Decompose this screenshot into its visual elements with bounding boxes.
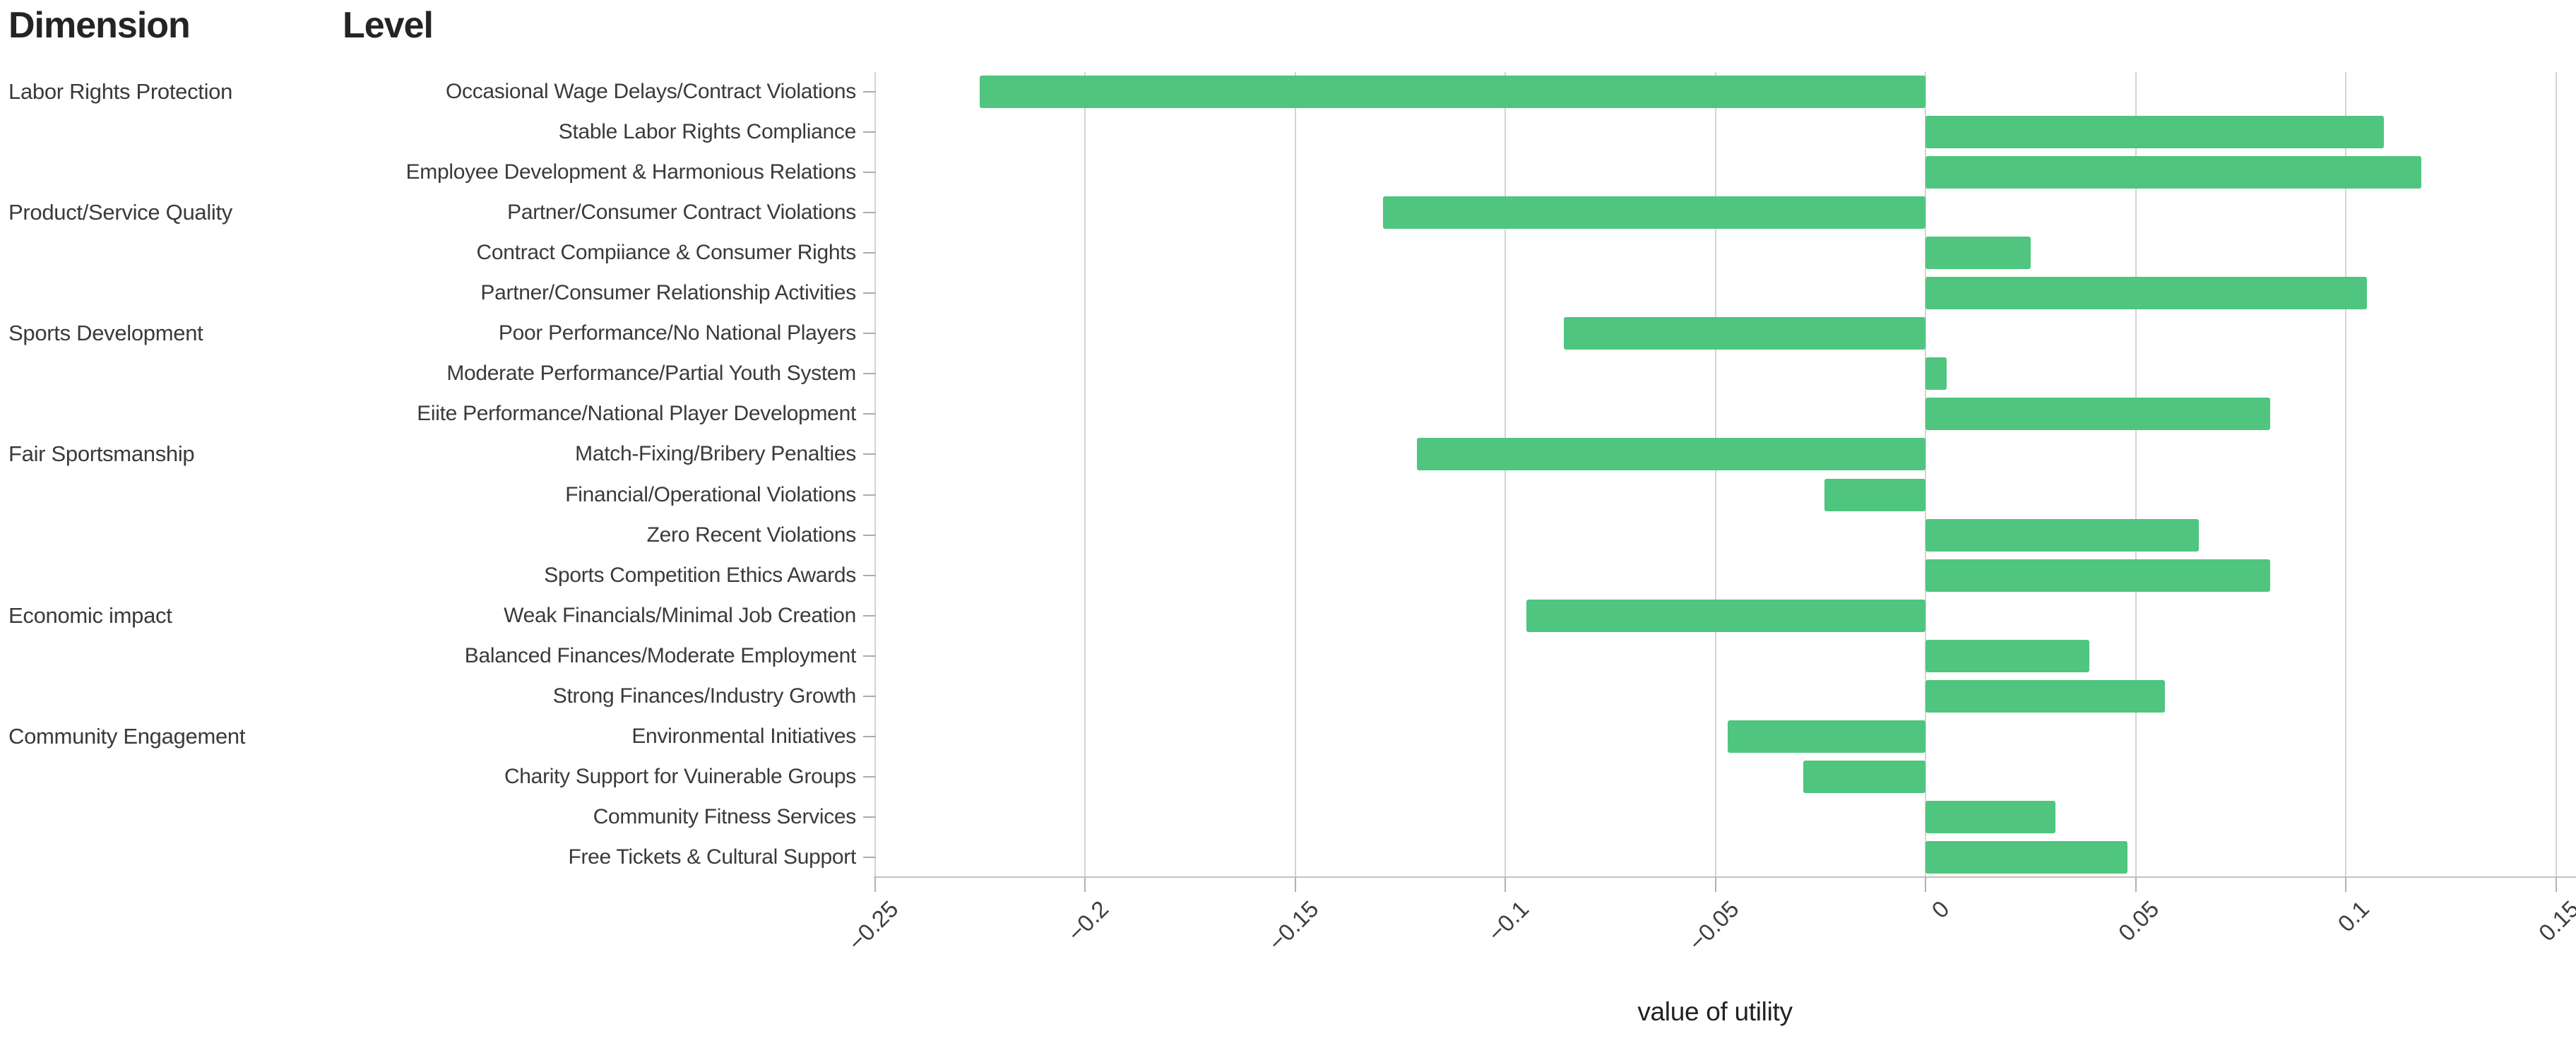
x-tick-label: −0.05: [1683, 895, 1744, 956]
level-label: Environmental Initiatives: [631, 724, 856, 748]
utility-bar: [1925, 156, 2422, 189]
level-label: Occasional Wage Delays/Contract Violatio…: [445, 80, 856, 103]
level-label: Poor Performance/No National Players: [498, 321, 856, 345]
x-tick-label: 0.05: [2113, 895, 2164, 946]
level-label: Contract Compiiance & Consumer Rights: [476, 241, 857, 265]
y-axis-tick: [863, 91, 876, 93]
utility-bar: [1824, 478, 1925, 511]
y-axis-tick: [863, 413, 876, 415]
dimension-label: Product/Service Quality: [8, 200, 233, 225]
x-axis-tick: [1084, 877, 1086, 892]
gridline: [1714, 72, 1716, 877]
y-axis-tick: [863, 292, 876, 294]
x-axis-title: value of utility: [1637, 997, 1793, 1026]
x-tick-label: −0.2: [1062, 895, 1114, 947]
x-axis-line: [873, 876, 2576, 878]
x-axis-tick: [1504, 877, 1506, 892]
dimension-label: Fair Sportsmanship: [8, 441, 195, 467]
gridline: [1294, 72, 1296, 877]
x-axis-tick: [1714, 877, 1716, 892]
utility-bar: [1925, 639, 2090, 672]
level-label: Charity Support for Vuinerable Groups: [504, 764, 856, 788]
x-tick-label: 0.1: [2332, 895, 2375, 937]
y-axis-tick: [863, 172, 876, 174]
level-label: Partner/Consumer Contract Violations: [507, 201, 856, 225]
level-label: Moderate Performance/Partial Youth Syste…: [446, 362, 856, 386]
dimension-label: Labor Rights Protection: [8, 79, 233, 104]
dimension-label: Sports Development: [8, 321, 203, 346]
utility-bar: [1925, 559, 2270, 592]
gridline: [1504, 72, 1506, 877]
utility-bar: [1526, 599, 1925, 632]
level-label: Community Fitness Services: [593, 804, 857, 828]
gridline: [1925, 72, 1926, 877]
column-header-level: Level: [343, 5, 434, 46]
y-axis-tick: [863, 856, 876, 858]
y-axis-tick: [863, 212, 876, 214]
y-axis-tick: [863, 574, 876, 576]
y-axis-tick: [863, 534, 876, 536]
y-axis-tick: [863, 775, 876, 778]
y-axis-tick: [863, 373, 876, 375]
x-tick-label: −0.25: [843, 895, 903, 956]
utility-bar: [1925, 800, 2056, 833]
y-axis-tick: [863, 333, 876, 335]
utility-bar: [1383, 196, 1925, 230]
level-label: Stable Labor Rights Compliance: [558, 120, 857, 144]
utility-bar: [1417, 438, 1925, 471]
x-axis-tick: [1925, 877, 1926, 892]
level-label: Eiite Performance/National Player Develo…: [417, 402, 856, 426]
gridline: [2555, 72, 2557, 877]
x-axis-tick: [1294, 877, 1296, 892]
utility-bar: [1925, 116, 2384, 149]
x-axis-tick: [2135, 877, 2137, 892]
utility-bar: [1728, 720, 1925, 753]
level-label: Employee Development & Harmonious Relati…: [405, 160, 857, 184]
y-axis-tick: [863, 614, 876, 617]
x-axis-tick: [2345, 877, 2346, 892]
dimension-label: Community Engagement: [8, 723, 246, 749]
utility-bar: [1803, 760, 1925, 793]
column-header-dimension: Dimension: [8, 5, 191, 46]
level-label: Sports Competition Ethics Awards: [544, 563, 856, 587]
level-label: Free Tickets & Cultural Support: [568, 845, 856, 869]
x-tick-label: 0: [1926, 895, 1954, 924]
y-axis-tick: [863, 494, 876, 496]
x-tick-label: −0.1: [1482, 895, 1534, 947]
utility-bar: [1925, 357, 1947, 391]
y-axis-tick: [863, 695, 876, 697]
x-tick-label: −0.15: [1263, 895, 1324, 956]
y-axis-tick: [863, 131, 876, 133]
level-label: Weak Financials/Minimal Job Creation: [504, 603, 856, 627]
x-axis-tick: [874, 877, 876, 892]
y-axis-tick: [863, 655, 876, 657]
dimension-label: Economic impact: [8, 602, 172, 628]
utility-bar: [1925, 398, 2270, 431]
x-axis-tick: [2555, 877, 2557, 892]
level-label: Strong Finances/Industry Growth: [552, 684, 857, 708]
gridline: [2345, 72, 2346, 877]
utility-bar: [1925, 277, 2367, 310]
utility-bar: [1564, 317, 1925, 350]
utility-bar: [1925, 518, 2199, 552]
level-label: Balanced Finances/Moderate Employment: [464, 643, 857, 667]
utility-bar: [1925, 679, 2166, 713]
utility-bar: [980, 76, 1925, 108]
level-label: Partner/Consumer Relationship Activities: [480, 281, 856, 305]
x-tick-label: 0.15: [2534, 895, 2576, 946]
y-axis-tick: [863, 735, 876, 737]
utility-bar: [1925, 237, 2031, 270]
y-axis-tick: [863, 252, 876, 254]
level-label: Financial/Operational Violations: [565, 482, 856, 506]
level-label: Match-Fixing/Bribery Penalties: [575, 442, 856, 466]
utility-bar: [1925, 840, 2127, 874]
y-axis-tick: [863, 816, 876, 818]
level-label: Zero Recent Violations: [646, 523, 857, 547]
gridline: [874, 72, 876, 877]
y-axis-tick: [863, 453, 876, 455]
gridline: [1084, 72, 1086, 877]
gridline: [2135, 72, 2137, 877]
